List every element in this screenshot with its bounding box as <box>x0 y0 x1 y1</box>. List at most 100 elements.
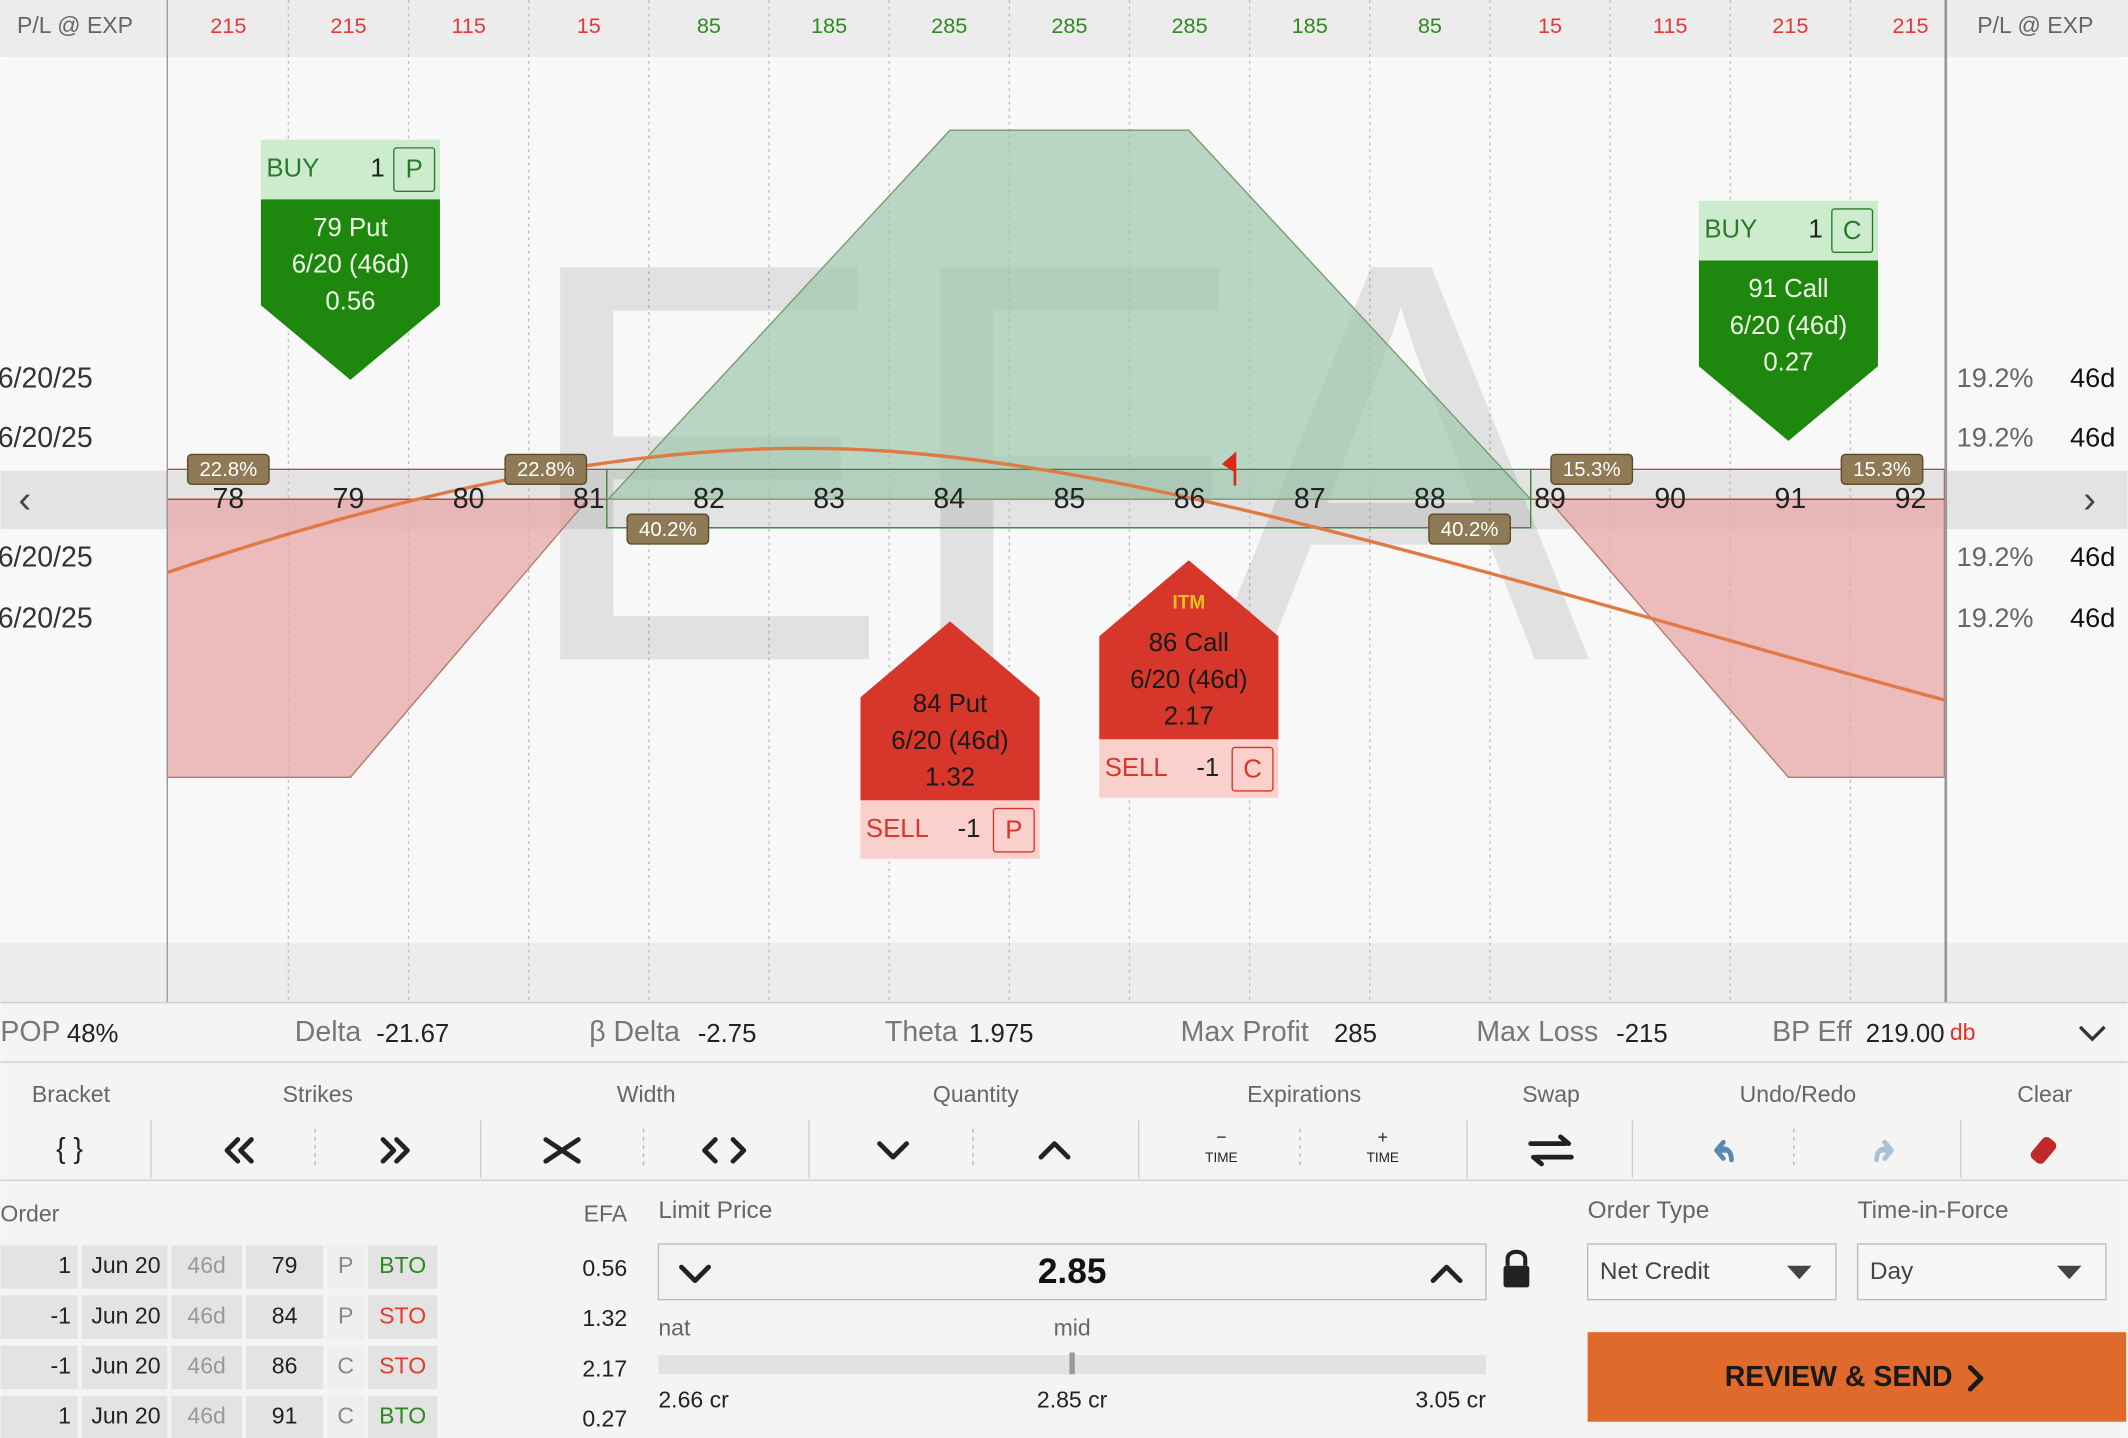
review-send-button[interactable] <box>1587 1332 2127 1422</box>
leg-body[interactable] <box>260 199 440 380</box>
probability-badge <box>1550 453 1634 485</box>
lock-icon[interactable] <box>1503 1265 1530 1288</box>
strikes-up[interactable] <box>380 1137 410 1164</box>
days-to-expiry: 46d <box>2070 422 2115 453</box>
leg-type: P <box>1005 816 1022 844</box>
toolbar-label: Width <box>617 1081 676 1107</box>
expand-chevron[interactable] <box>2078 1025 2106 1042</box>
expiry-date: 6/20/25 <box>0 602 93 634</box>
undo-button[interactable] <box>1714 1139 1734 1163</box>
strike-label: 85 <box>1054 483 1086 515</box>
limit-up[interactable] <box>1430 1264 1463 1284</box>
order-cell <box>171 1395 242 1438</box>
time-icon: + <box>1378 1127 1388 1147</box>
leg-header[interactable] <box>1698 200 1878 261</box>
scroll-right[interactable]: › <box>2083 479 2096 521</box>
select-label: Time-in-Force <box>1858 1197 2009 1224</box>
order-cell-text: 46d <box>187 1403 225 1429</box>
order-price: 1.32 <box>582 1305 627 1331</box>
probability-label: 15.3% <box>1853 459 1911 481</box>
strike-label: 79 <box>333 483 365 515</box>
leg-price: 2.17 <box>1164 702 1214 730</box>
pl-value: 215 <box>1892 13 1928 38</box>
stat-label: β Delta <box>589 1016 680 1048</box>
leg-title: 91 Call <box>1748 275 1828 303</box>
quantity-down[interactable] <box>877 1141 910 1160</box>
pl-value: 85 <box>1418 13 1442 38</box>
order-header: Order <box>0 1201 59 1227</box>
order-cell-text: Jun 20 <box>91 1302 160 1328</box>
width-narrow[interactable] <box>543 1137 581 1164</box>
quantity-up[interactable] <box>1038 1141 1071 1160</box>
limit-down[interactable] <box>679 1264 711 1284</box>
button-arrow[interactable] <box>1967 1365 1984 1392</box>
pl-header: P/L @ EXP <box>17 12 133 38</box>
leg-expiry: 6/20 (46d) <box>1730 312 1847 340</box>
leg-qty: -1 <box>1196 754 1219 782</box>
probability-label: 22.8% <box>517 459 575 481</box>
limit-label: Limit Price <box>658 1197 772 1224</box>
strike-label: 81 <box>573 483 605 515</box>
leg-price: 1.32 <box>925 764 975 792</box>
scroll-left[interactable]: ‹ <box>19 479 32 521</box>
order-cell-text: -1 <box>50 1353 71 1379</box>
toolbar-label: Undo/Redo <box>1740 1081 1857 1107</box>
order-cell <box>81 1345 168 1390</box>
stat-label: Delta <box>295 1016 362 1048</box>
stat-value: 219.00 <box>1866 1020 1945 1048</box>
width-wide[interactable] <box>702 1137 747 1164</box>
leg-side: BUY <box>1704 215 1757 243</box>
stat-value: 48% <box>67 1020 119 1048</box>
order-cell-text: BTO <box>379 1403 426 1429</box>
leg-body[interactable] <box>1099 560 1279 740</box>
stat-label: Max Loss <box>1476 1016 1598 1048</box>
leg-expiry: 6/20 (46d) <box>891 727 1008 755</box>
order-price: 0.27 <box>582 1405 627 1431</box>
implied-vol: 19.2% <box>1957 362 2034 393</box>
stat-unit: db <box>1950 1019 1976 1045</box>
order-cell-text: 1 <box>58 1403 71 1429</box>
leg-footer[interactable] <box>860 800 1040 859</box>
limit-input[interactable] <box>657 1243 1487 1301</box>
mid-label: mid <box>1054 1315 1091 1341</box>
time-icon: TIME <box>1205 1150 1237 1165</box>
order-cell <box>327 1345 364 1390</box>
button-label: REVIEW & SEND <box>1725 1361 1953 1393</box>
stat-value: 285 <box>1334 1020 1377 1048</box>
order-cell <box>171 1245 242 1289</box>
leg-type-box <box>1831 208 1874 254</box>
days-to-expiry: 46d <box>2070 541 2115 572</box>
leg-body[interactable] <box>1698 260 1878 441</box>
swap-button[interactable] <box>1528 1134 1574 1167</box>
order-cell <box>171 1295 242 1339</box>
mid-price: 2.85 cr <box>1037 1386 1108 1412</box>
leg-header[interactable] <box>260 139 440 200</box>
leg-type-box <box>393 147 436 192</box>
order-cell-text: -1 <box>50 1302 71 1328</box>
slider-thumb[interactable] <box>1069 1352 1075 1375</box>
leg-footer[interactable] <box>1099 739 1279 798</box>
order-cell <box>245 1295 324 1339</box>
days-to-expiry: 46d <box>2070 602 2115 633</box>
order-price: 0.56 <box>582 1255 627 1281</box>
itm-badge: ITM <box>1172 593 1205 614</box>
order-cell-text: Jun 20 <box>91 1353 160 1379</box>
probability-badge <box>1428 513 1512 545</box>
select-value: Net Credit <box>1600 1258 1710 1285</box>
order-cell-text: C <box>337 1403 354 1429</box>
select-label: Order Type <box>1588 1197 1710 1224</box>
order-cell <box>368 1395 438 1438</box>
leg-body[interactable] <box>860 621 1040 801</box>
pl-value: 85 <box>697 13 721 38</box>
leg-side: SELL <box>1105 754 1168 782</box>
redo-button[interactable] <box>1874 1139 1894 1163</box>
order-cell <box>327 1245 364 1289</box>
order-price: 2.17 <box>582 1355 627 1381</box>
order-cell <box>368 1295 438 1339</box>
pl-value: 215 <box>210 13 246 38</box>
leg-type-box <box>992 807 1035 853</box>
clear-button[interactable] <box>2029 1135 2059 1166</box>
expiry-date: 6/20/25 <box>0 422 93 454</box>
strikes-down[interactable] <box>224 1137 254 1164</box>
